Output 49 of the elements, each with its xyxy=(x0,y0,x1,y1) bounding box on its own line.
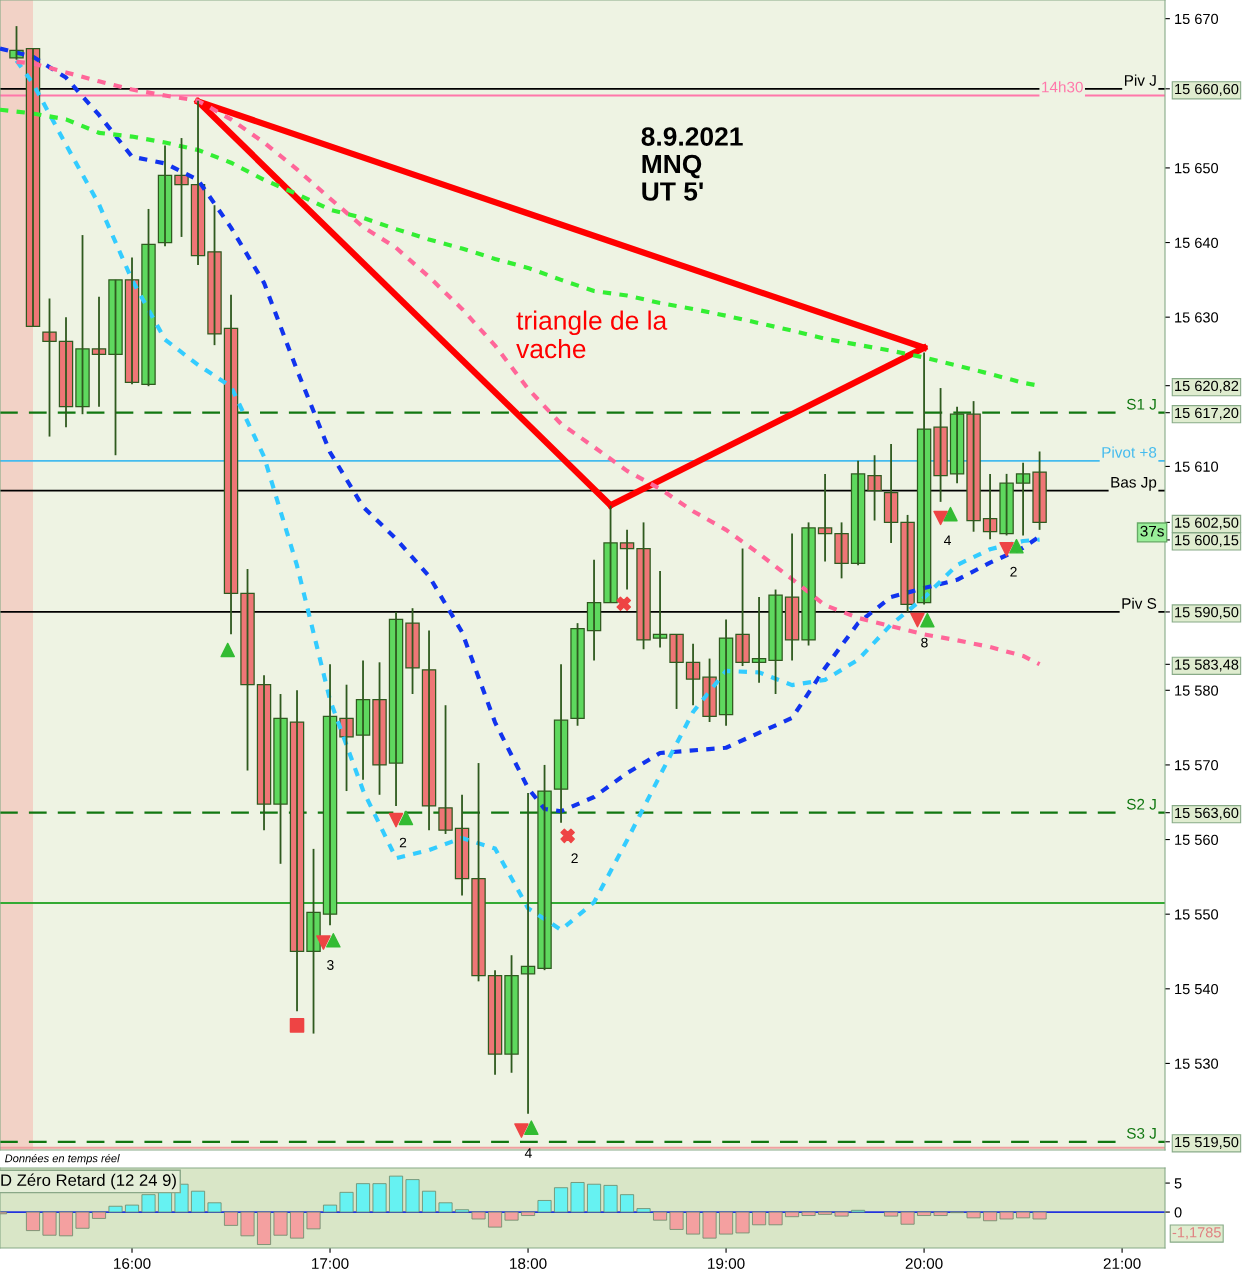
y-tick-label: 15 620,82 xyxy=(1175,380,1239,393)
ref-line-label: S2 J xyxy=(1126,798,1156,810)
ref-line-label: Bas Jp xyxy=(1111,476,1157,491)
y-tick-label: 15 590,50 xyxy=(1175,607,1239,620)
y-tick-label: 15 519,50 xyxy=(1175,1136,1239,1149)
y-tick-label: 15 540 xyxy=(1175,983,1219,995)
y-tick-label: 15 660,60 xyxy=(1175,83,1239,96)
annotation: 2 xyxy=(399,837,407,848)
y-tick-label: 15 670 xyxy=(1175,13,1219,25)
y-tick-label: 15 600,15 xyxy=(1175,535,1239,548)
y-tick-label: 15 610 xyxy=(1175,461,1219,472)
x-tick-label: 20:00 xyxy=(905,1258,943,1269)
y-tick-label: 15 550 xyxy=(1175,909,1219,920)
y-tick-label: 15 630 xyxy=(1175,312,1219,323)
text: -1,1785 xyxy=(1172,1227,1221,1240)
annotation: 3 xyxy=(327,960,334,970)
y-tick-label: 15 580 xyxy=(1175,685,1219,696)
ref-line-label: S1 J xyxy=(1126,398,1156,410)
x-tick-label: 21:00 xyxy=(1103,1258,1141,1269)
chart-title: D Zéro Retard (12 24 9) xyxy=(1,1173,176,1190)
annotation: 8 xyxy=(921,637,928,648)
y-tick-label: 15 602,50 xyxy=(1175,517,1239,530)
x-tick-label: 18:00 xyxy=(510,1258,547,1269)
annotation: 4 xyxy=(524,1148,532,1158)
annotation: 4 xyxy=(943,535,951,546)
y-tick-label: 15 570 xyxy=(1175,760,1219,771)
ref-line-label: S3 J xyxy=(1126,1127,1156,1139)
annotation: 37s xyxy=(1140,525,1164,537)
annotation: 2 xyxy=(571,853,578,864)
text: Données en temps réel xyxy=(5,1153,120,1165)
y-tick-label: 15 650 xyxy=(1175,163,1219,174)
x-tick-label: 17:00 xyxy=(312,1258,349,1269)
y-tick-label: 15 563,60 xyxy=(1175,807,1239,820)
y-tick-label: 15 530 xyxy=(1175,1058,1219,1069)
y-tick-label: 0 xyxy=(1174,1207,1182,1218)
text: 8.9.2021 MNQ UT 5' xyxy=(641,127,743,201)
ref-line-label: Pivot +8 xyxy=(1102,446,1157,458)
y-tick-label: 15 560 xyxy=(1175,834,1219,845)
y-tick-label: 15 640 xyxy=(1175,237,1219,248)
y-tick-label: 15 583,48 xyxy=(1175,659,1239,672)
x-tick-label: 16:00 xyxy=(114,1258,151,1269)
ref-line-label: 14h30 xyxy=(1042,81,1083,93)
x-tick-label: 19:00 xyxy=(708,1258,745,1269)
ref-line-label: Piv J xyxy=(1124,74,1156,86)
y-tick-label: 15 617,20 xyxy=(1175,407,1239,420)
y-tick-label: 5 xyxy=(1174,1178,1182,1189)
annotation: 2 xyxy=(1010,566,1017,577)
ref-line-label: Piv S xyxy=(1122,597,1157,609)
annotation: triangle de la vache xyxy=(516,310,668,359)
